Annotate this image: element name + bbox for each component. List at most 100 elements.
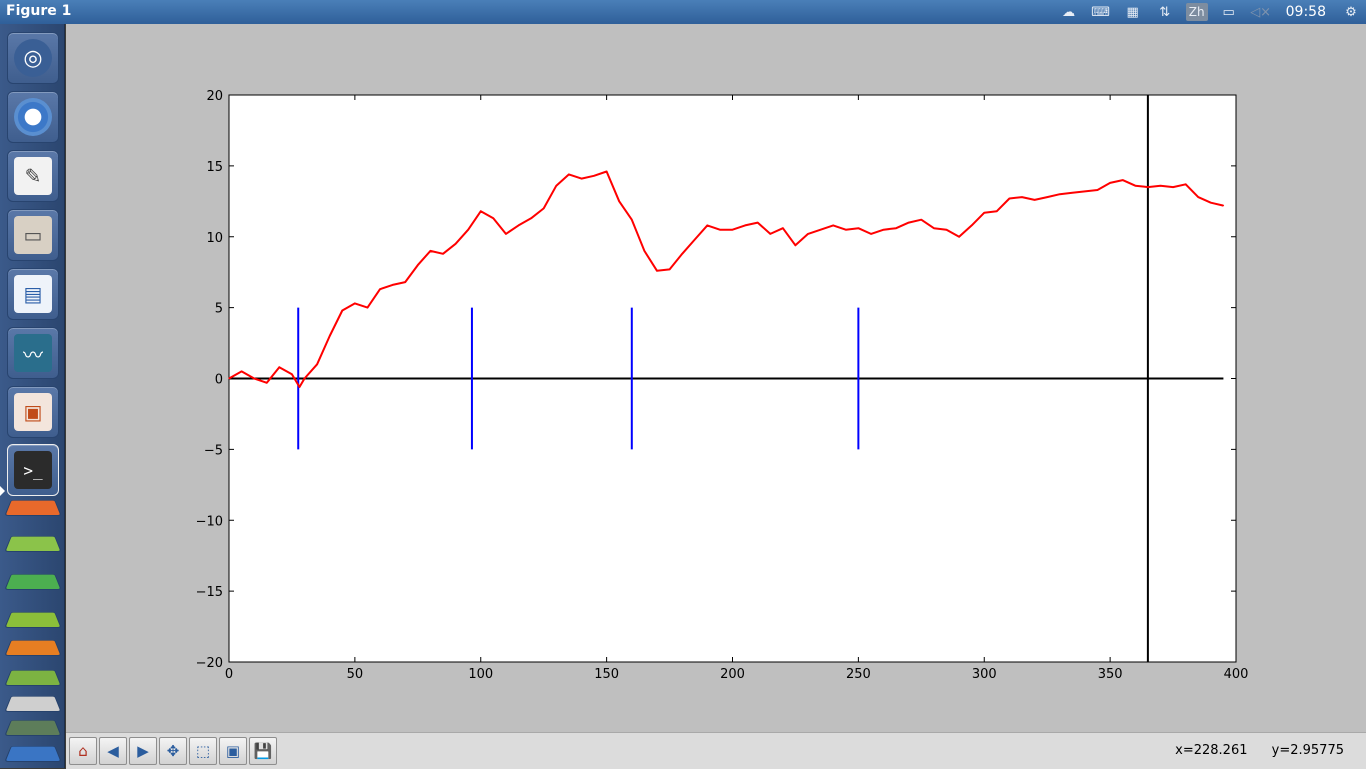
input-method-indicator[interactable]: Zh — [1185, 3, 1208, 21]
clock[interactable]: 09:58 — [1285, 4, 1326, 20]
top-panel: Figure 1 ☁ ⌨ ▦ ⇅ Zh ▭ ◁× 09:58 ⚙ — [0, 0, 1366, 24]
x-tick-label: 300 — [972, 667, 997, 682]
launcher-impress-button[interactable]: ▣ — [7, 386, 59, 438]
subplots-config-icon: ▣ — [225, 742, 241, 760]
series-point — [681, 253, 683, 255]
launcher-software-center-button[interactable] — [4, 640, 62, 656]
launcher-disk-button[interactable] — [4, 720, 62, 736]
y-tick-label: 20 — [206, 89, 223, 104]
series-point — [1109, 182, 1111, 184]
series-point — [291, 373, 293, 375]
file-cabinet-icon: ▭ — [14, 216, 52, 254]
launcher-app-button[interactable] — [4, 612, 62, 628]
series-point — [1008, 197, 1011, 200]
calendar-icon[interactable]: ▦ — [1126, 4, 1139, 20]
y-tick-label: −15 — [196, 585, 223, 600]
series-point — [429, 250, 431, 252]
y-tick-label: 0 — [215, 373, 223, 388]
series-point — [1134, 185, 1136, 187]
y-tick-label: −10 — [196, 514, 223, 529]
navigation-toolbar: ⌂ ◀ ▶ ✥ ⬚ ▣ 💾 x=228.261 y=2.95775 — [66, 732, 1366, 769]
series-point — [782, 227, 784, 229]
launcher: ◎ ✎ ▭ ▤ 〰 ▣ >_ — [0, 24, 65, 768]
launcher-calc-button[interactable] — [4, 574, 62, 590]
x-tick-label: 100 — [468, 667, 493, 682]
series-point — [1147, 186, 1149, 188]
launcher-writer-button[interactable]: ▤ — [7, 268, 59, 320]
cursor-x-readout: x=228.261 — [1175, 743, 1248, 758]
launcher-android-button[interactable] — [4, 536, 62, 552]
launcher-terminal-button[interactable]: >_ — [7, 444, 59, 496]
series-point — [253, 377, 255, 380]
y-tick-label: −20 — [196, 656, 223, 671]
launcher-workspace-button[interactable] — [4, 746, 62, 762]
launcher-files-button[interactable]: ▭ — [7, 209, 59, 261]
forward-button[interactable]: ▶ — [129, 737, 157, 765]
zoom-rect-icon: ⬚ — [195, 742, 211, 760]
series-point — [442, 253, 444, 255]
series-point — [492, 217, 494, 219]
ubuntu-logo-icon: ◎ — [14, 39, 52, 77]
launcher-chrome-button[interactable] — [7, 91, 59, 143]
series-point — [958, 236, 960, 238]
series-point — [643, 250, 645, 252]
volume-muted-icon[interactable]: ◁× — [1250, 4, 1272, 20]
back-arrow-icon: ◀ — [107, 742, 119, 760]
series-point — [480, 210, 482, 212]
series-point — [694, 238, 696, 241]
launcher-text-editor-button[interactable]: ✎ — [7, 150, 59, 202]
chrome-icon — [14, 98, 52, 136]
figure-canvas[interactable]: 0 50 100 150 200 250 300 350 400 −20 −15 −10 −5 0 5 10 1… — [66, 24, 1366, 732]
series-point — [404, 281, 406, 283]
series-point — [820, 229, 822, 231]
series-point — [580, 178, 583, 180]
pan-button[interactable]: ✥ — [159, 737, 187, 765]
gear-icon[interactable]: ⚙ — [1345, 4, 1357, 20]
series-point — [1185, 183, 1187, 185]
launcher-ubuntu-button[interactable]: ◎ — [7, 32, 59, 84]
series-point — [1034, 199, 1036, 201]
series-point — [568, 173, 570, 175]
zoom-button[interactable]: ⬚ — [189, 737, 217, 765]
series-point — [933, 227, 935, 229]
series-point — [228, 377, 230, 380]
network-icon[interactable]: ⇅ — [1159, 4, 1171, 20]
system-tray: ☁ ⌨ ▦ ⇅ Zh ▭ ◁× 09:58 ⚙ — [1058, 0, 1362, 24]
series-point — [920, 219, 922, 221]
save-button[interactable]: 💾 — [249, 737, 277, 765]
series-point — [454, 243, 457, 245]
series-point — [467, 229, 469, 231]
battery-icon[interactable]: ▭ — [1222, 4, 1235, 20]
back-button[interactable]: ◀ — [99, 737, 127, 765]
launcher-app2-button[interactable] — [4, 670, 62, 686]
y-tick-label: −5 — [204, 443, 223, 458]
home-button[interactable]: ⌂ — [69, 737, 97, 765]
series-point — [606, 170, 608, 173]
series-point — [354, 302, 356, 304]
active-app-indicator — [0, 486, 5, 496]
series-point — [1071, 192, 1073, 194]
series-point — [298, 386, 301, 388]
series-point — [1159, 185, 1162, 187]
writer-document-icon: ▤ — [14, 275, 52, 313]
figure-window: 0 50 100 150 200 250 300 350 400 −20 −15 −10 −5 0 5 10 1… — [66, 24, 1366, 769]
series-point — [1021, 196, 1023, 198]
series-point — [757, 221, 759, 224]
series-point — [543, 207, 545, 209]
keyboard-icon[interactable]: ⌨ — [1091, 4, 1111, 20]
series-point — [832, 224, 834, 227]
launcher-settings-button[interactable] — [4, 696, 62, 712]
launcher-firefox-button[interactable] — [4, 500, 62, 516]
series-point — [278, 366, 280, 368]
subplots-button[interactable]: ▣ — [219, 737, 247, 765]
window-title: Figure 1 — [6, 3, 72, 19]
launcher-system-monitor-button[interactable]: 〰 — [7, 327, 59, 379]
series-point — [882, 229, 885, 231]
impress-presentation-icon: ▣ — [14, 393, 52, 431]
series-point — [505, 233, 507, 235]
series-point — [366, 307, 369, 309]
series-point — [895, 227, 897, 229]
x-tick-label: 400 — [1224, 667, 1249, 682]
cloud-sync-icon[interactable]: ☁ — [1062, 4, 1076, 20]
series-point — [845, 229, 847, 231]
